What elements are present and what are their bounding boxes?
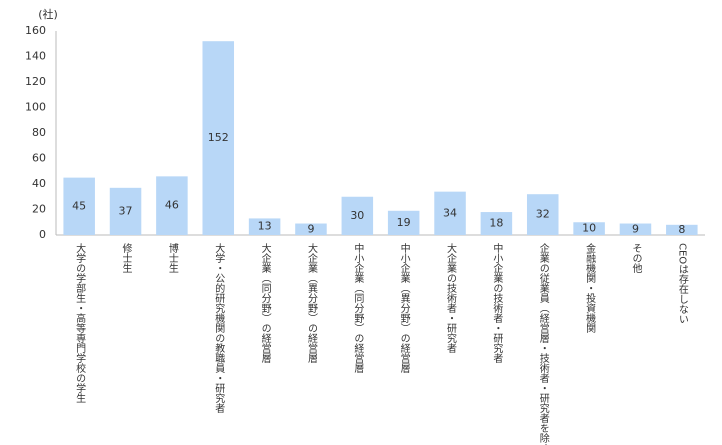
value-label: 37	[119, 204, 133, 217]
bar	[573, 222, 605, 235]
value-label: 34	[443, 206, 457, 219]
bar	[434, 191, 466, 235]
bar	[109, 187, 142, 235]
x-tick-label: 大企業の技術者・研究者	[445, 242, 457, 354]
y-tick-label: 0	[39, 228, 46, 241]
y-tick-label: 80	[32, 126, 46, 139]
y-tick-label: 20	[32, 203, 46, 216]
x-tick-label: 金融機関・投資機関	[584, 242, 596, 334]
x-tick-label: 中小企業（異分野）の経営層	[398, 242, 410, 373]
value-label: 10	[582, 222, 596, 235]
value-label: 32	[536, 208, 550, 221]
bar	[248, 218, 281, 235]
x-tick-label: その他	[630, 243, 642, 274]
y-tick-label: 140	[25, 50, 46, 63]
bar	[387, 210, 420, 235]
bar	[619, 223, 652, 235]
x-tick-label: 中小企業の技術者・研究者	[491, 242, 503, 364]
bar	[156, 176, 188, 235]
x-tick-label: 博士生	[166, 242, 178, 273]
value-label: 30	[350, 209, 364, 222]
value-label: 19	[397, 216, 411, 229]
value-label: 45	[72, 199, 86, 212]
y-tick-label: 100	[25, 101, 46, 114]
x-tick-label: 修士生	[120, 242, 132, 273]
x-tick-label: CEOは存在しない	[676, 243, 688, 324]
x-tick-label: 企業の従業員（経営層・技術者・研究者を除く）	[537, 242, 549, 445]
x-tick-label: 大学・公的研究機関の教職員・研究者	[213, 242, 225, 414]
bar	[666, 224, 698, 235]
y-tick-label: 120	[25, 75, 46, 88]
x-tick-label: 大学の学部生・高等専門学校の学生	[74, 242, 86, 403]
value-label: 18	[489, 217, 503, 230]
y-tick-label: 60	[32, 152, 46, 165]
value-label: 13	[258, 220, 272, 233]
x-tick-label: 中小企業（同分野）の経営層	[352, 242, 364, 373]
y-tick-label: 160	[25, 24, 46, 37]
bar	[341, 196, 374, 235]
x-tick-label: 大企業（異分野）の経営層	[305, 242, 317, 363]
bar	[526, 194, 559, 235]
bar	[63, 177, 95, 235]
bar	[295, 223, 327, 235]
value-label: 46	[165, 199, 179, 212]
bar	[480, 212, 513, 235]
x-tick-label: 大企業（同分野）の経営層	[259, 242, 271, 363]
y-tick-label: 40	[32, 177, 46, 190]
y-axis-label: (社)	[38, 7, 58, 21]
value-label: 152	[208, 131, 229, 144]
value-label: 8	[678, 223, 685, 236]
bar	[202, 41, 235, 236]
value-label: 9	[632, 222, 639, 235]
value-label: 9	[307, 222, 314, 235]
